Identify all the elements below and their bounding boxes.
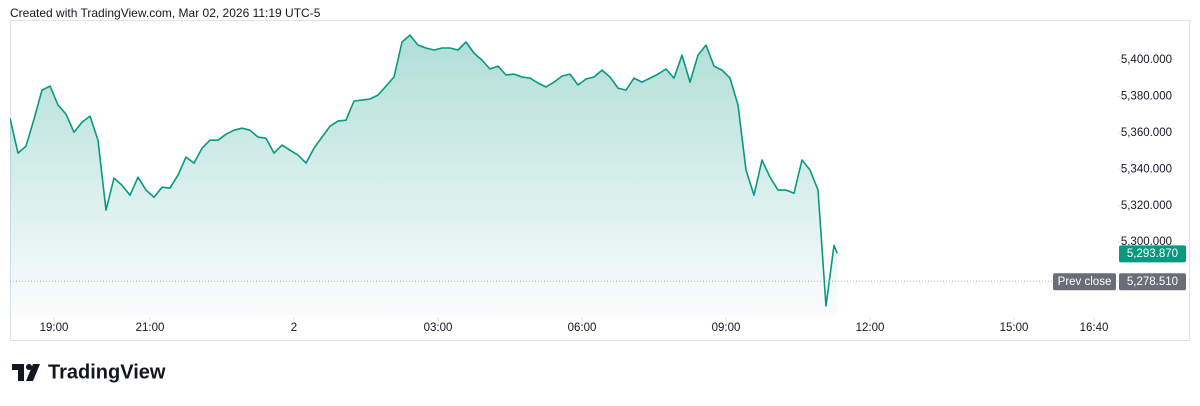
y-tick-label: 5,320.000: [1121, 200, 1172, 212]
prev-close-value-box: [1119, 273, 1186, 291]
y-tick-label: 5,360.000: [1121, 127, 1172, 139]
area-fill: [10, 35, 838, 315]
y-tick-label: 5,300.000: [1121, 236, 1172, 248]
x-tick-label: 19:00: [40, 322, 69, 334]
x-tick-label: 21:00: [136, 322, 165, 334]
x-tick-label: 09:00: [712, 322, 741, 334]
prev-close-value: 5,278.510: [1127, 276, 1178, 288]
last-value-box: [1119, 245, 1186, 263]
x-tick-label: 16:40: [1080, 322, 1109, 334]
x-tick-label: 06:00: [568, 322, 597, 334]
y-tick-label: 5,400.000: [1121, 54, 1172, 66]
header-text: Created with TradingView.com, Mar 02, 20…: [10, 6, 321, 20]
y-tick-label: 5,340.000: [1121, 163, 1172, 175]
prev-close-label-box: [1053, 273, 1116, 291]
logo-icon: [12, 364, 40, 381]
last-value-label: 5,293.870: [1127, 248, 1178, 260]
brand-name: TradingView: [48, 361, 166, 383]
plot: [10, 34, 1118, 315]
price-line: [10, 34, 838, 307]
x-tick-label: 15:00: [1000, 322, 1029, 334]
x-tick-label: 12:00: [856, 322, 885, 334]
prev-close-label: Prev close: [1058, 276, 1112, 288]
x-tick-label: 03:00: [424, 322, 453, 334]
x-tick-label: 2: [291, 322, 297, 334]
y-tick-label: 5,380.000: [1121, 91, 1172, 103]
